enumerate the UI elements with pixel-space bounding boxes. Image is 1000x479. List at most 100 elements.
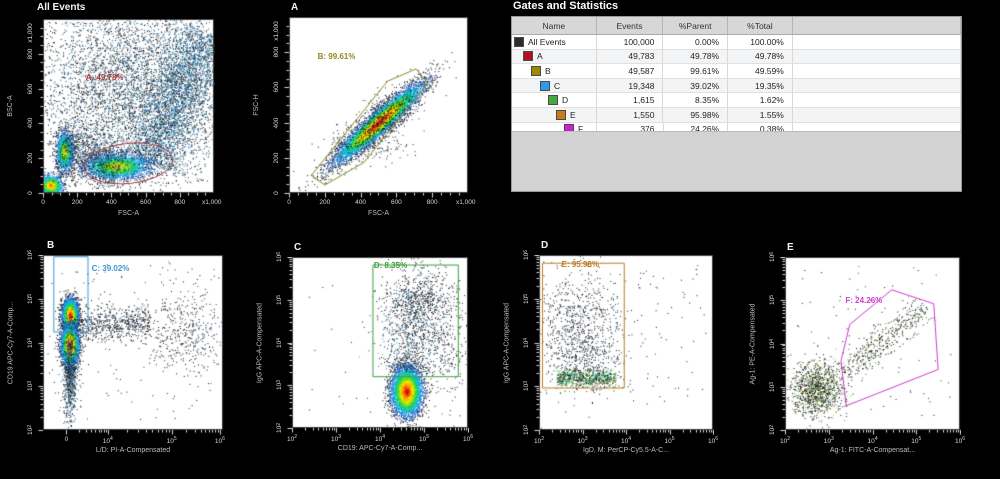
- x-tick-label: 105: [418, 434, 429, 444]
- x-tick-label: 600: [140, 199, 152, 206]
- y-tick-label: 200: [272, 152, 280, 164]
- column-header-Events[interactable]: Events: [597, 17, 664, 34]
- table-row[interactable]: B 49,587 99.61% 49.59%: [512, 64, 961, 79]
- y-tick-label: 10 2: [26, 425, 34, 436]
- x-tick-label: 106: [954, 436, 965, 446]
- total-cell: 1.55%: [728, 107, 793, 122]
- empty-cell: [793, 107, 961, 122]
- table-row[interactable]: D 1,615 8.35% 1.62%: [512, 93, 961, 108]
- y-tick-label: 10 6: [26, 250, 34, 261]
- y-tick-label: 10 3: [522, 381, 530, 392]
- gate-label[interactable]: A: 49.78%: [85, 72, 124, 82]
- x-tick-label: 105: [911, 436, 922, 446]
- y-tick-label: 10 5: [275, 294, 283, 305]
- gate-color-swatch: [556, 109, 566, 120]
- y-axis-label: Ag-1: PE-A-Compensated: [749, 303, 756, 384]
- y-tick-label: 400: [26, 117, 34, 129]
- x-tick-label: 105: [166, 436, 177, 446]
- gate-name: B: [545, 65, 551, 76]
- events-cell: 19,348: [597, 78, 664, 93]
- x-tick-label: 0: [41, 199, 45, 206]
- y-tick-label: 10 3: [275, 380, 283, 391]
- column-header-empty[interactable]: [793, 17, 962, 34]
- y-axis-label: FSC-H: [253, 94, 260, 116]
- total-cell: 49.78%: [728, 49, 793, 64]
- column-header-%Parent[interactable]: %Parent: [663, 17, 729, 34]
- gate-name: F: [578, 124, 584, 135]
- x-tick-label: 0: [287, 199, 291, 206]
- plot-title: B: [47, 240, 55, 251]
- gate-color-swatch: [523, 51, 533, 62]
- plot-canvas[interactable]: [286, 257, 469, 434]
- stats-panel-title: Gates and Statistics: [513, 0, 619, 12]
- gate-label[interactable]: E: 95.98%: [561, 260, 599, 269]
- x-axis-label: L/D: PI-A-Compensated: [95, 447, 171, 454]
- plot-title: A: [291, 2, 299, 13]
- parent-cell: 24.26%: [664, 122, 729, 137]
- table-row[interactable]: E 1,550 95.98% 1.55%: [512, 107, 961, 123]
- events-cell: 49,783: [597, 49, 664, 64]
- plot-canvas[interactable]: [533, 255, 714, 436]
- gate-label[interactable]: C: 39.02%: [91, 263, 130, 273]
- y-axis-label: IgG APC-A-Compensated: [256, 302, 263, 383]
- total-cell: 19.35%: [728, 78, 793, 93]
- total-cell: 1.62%: [728, 93, 793, 107]
- y-tick-label: 10 5: [26, 293, 34, 304]
- y-tick-label: 800: [272, 46, 280, 58]
- y-tick-label: 10 4: [275, 337, 283, 348]
- plot-title: D: [541, 240, 549, 251]
- gate-name: C: [554, 80, 561, 91]
- y-tick-label: 10 2: [275, 423, 283, 434]
- gate-label[interactable]: D: 8.35%: [373, 260, 408, 270]
- empty-cell: [793, 49, 962, 64]
- parent-cell: 39.02%: [663, 78, 729, 93]
- plot-title: E: [787, 242, 794, 253]
- y-tick-label: 10 3: [26, 381, 34, 392]
- plot-canvas[interactable]: [779, 257, 961, 436]
- events-cell: 100,000: [597, 35, 664, 49]
- gate-name: D: [562, 95, 569, 106]
- column-header-%Total[interactable]: %Total: [728, 17, 793, 34]
- x-tick-label: 102: [779, 436, 790, 446]
- y-tick-label: 10 4: [26, 337, 34, 348]
- x-tick-label: 104: [620, 436, 631, 446]
- x-tick-label: 400: [355, 199, 367, 206]
- x-axis-label: Ag-1: FITC-A-Compensat...: [829, 447, 916, 454]
- x-tick-label: 106: [462, 434, 473, 444]
- table-row[interactable]: C 19,348 39.02% 19.35%: [512, 78, 961, 94]
- y-tick-label: 800: [26, 48, 34, 60]
- plot-canvas[interactable]: [37, 255, 224, 436]
- x-tick-label: 200: [319, 199, 331, 206]
- plot-canvas[interactable]: [37, 19, 215, 199]
- events-cell: 376: [597, 122, 664, 137]
- y-tick-label: 10 3: [768, 381, 776, 392]
- x-tick-label: 800: [174, 199, 186, 206]
- column-header-Name[interactable]: Name: [512, 17, 597, 34]
- empty-cell: [793, 122, 962, 137]
- x-tick-label: 102: [533, 436, 544, 446]
- parent-cell: 95.98%: [663, 107, 729, 122]
- x-tick-label: 200: [71, 199, 83, 206]
- total-cell: 49.59%: [728, 64, 793, 78]
- gate-label[interactable]: F: 24.26%: [845, 296, 883, 306]
- stats-table-header: Name Events %Parent %Total: [512, 17, 962, 35]
- table-row[interactable]: A 49,783 49.78% 49.78%: [512, 49, 962, 65]
- y-tick-label: 600: [272, 81, 280, 93]
- total-cell: 100.00%: [728, 35, 793, 49]
- events-cell: 1,615: [597, 93, 664, 107]
- gates-stats-panel: Gates and Statistics Name Events %Parent %T…: [511, 0, 962, 192]
- gate-name: E: [570, 109, 576, 120]
- parent-cell: 49.78%: [663, 49, 729, 64]
- gate-label[interactable]: B: 99.61%: [317, 52, 356, 61]
- plot-title: All Events: [37, 2, 86, 13]
- y-axis-label: IgG APC-A-Compensated: [503, 302, 510, 383]
- table-row[interactable]: All Events 100,000 0.00% 100.00%: [512, 35, 961, 50]
- plot-canvas[interactable]: [283, 17, 469, 199]
- stats-table-filler: [512, 131, 961, 191]
- y-tick-label: 10 6: [522, 250, 530, 261]
- x-tick-label: 104: [867, 436, 878, 446]
